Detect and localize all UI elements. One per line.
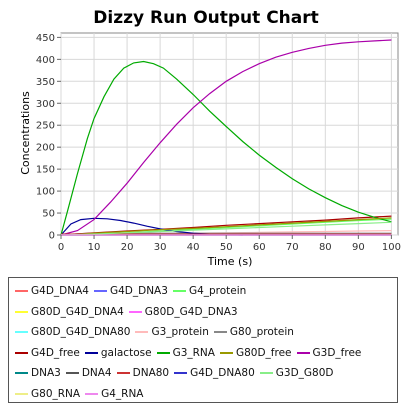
series-line-g3d-free xyxy=(60,39,392,236)
legend-item-g3d-g80d: G3D_G80D xyxy=(259,367,334,380)
legend-item-galactose: galactose xyxy=(84,346,152,359)
legend-item-g80d-g4d-dna3: G80D_G4D_DNA3 xyxy=(128,305,238,318)
legend-swatch xyxy=(15,392,28,395)
legend-item-g80-protein: G80_protein xyxy=(213,326,294,339)
legend-item-dna3: DNA3 xyxy=(15,367,61,379)
legend-item-g4-protein: G4_protein xyxy=(172,285,247,298)
y-tick-label: 0 xyxy=(49,231,55,242)
legend-swatch xyxy=(128,310,142,313)
legend-swatch xyxy=(296,351,310,354)
axes: 0 10 20 30 40 50 60 70 80 90 100 0 50 100 150 200 250 300… xyxy=(36,33,401,253)
legend-label: G80_RNA xyxy=(31,387,81,400)
legend-item-g4d-dna80: G4D_DNA80 xyxy=(174,367,255,379)
y-tick-label: 50 xyxy=(42,209,55,220)
legend-swatch xyxy=(93,290,107,293)
legend-label: G4_RNA xyxy=(101,387,144,400)
legend-label: G80D_free xyxy=(235,346,292,359)
legend-item-g3-rna: G3_RNA xyxy=(156,346,215,359)
legend-label: DNA4 xyxy=(81,367,112,380)
legend-label: DNA80 xyxy=(132,367,170,380)
legend-swatch xyxy=(15,351,28,354)
legend-label: G4D_free xyxy=(31,346,80,359)
y-tick-label: 100 xyxy=(36,187,55,198)
legend-row: G80_RNA G4_RNA xyxy=(15,384,393,405)
legend-item-g80d-free: G80D_free xyxy=(219,346,292,359)
y-tick-label: 200 xyxy=(36,143,55,154)
legend-swatch xyxy=(85,392,99,395)
legend-item-dna4: DNA4 xyxy=(65,367,112,380)
x-tick-label: 70 xyxy=(286,242,299,253)
legend-row: DNA3 DNA4 DNA80 G4D_DNA80 G3D_G80D xyxy=(15,363,393,384)
x-tick-label: 50 xyxy=(220,242,233,253)
x-tick-label: 80 xyxy=(319,242,332,253)
legend-swatch xyxy=(259,372,273,375)
legend-swatch xyxy=(213,331,227,334)
legend-swatch xyxy=(135,331,149,334)
legend-swatch xyxy=(65,372,79,375)
legend-label: G3_RNA xyxy=(172,346,215,359)
y-tick-label: 400 xyxy=(36,55,55,66)
legend-swatch xyxy=(219,351,233,354)
y-axis-label: Concentrations xyxy=(19,91,32,175)
legend-label: G80D_G4D_DNA4 xyxy=(31,305,124,318)
legend-swatch xyxy=(156,351,170,354)
y-tick-label: 450 xyxy=(36,33,55,44)
y-tick-label: 250 xyxy=(36,121,55,132)
legend-item-dna80: DNA80 xyxy=(116,367,170,380)
legend-item-g3-protein: G3_protein xyxy=(135,326,209,339)
legend-swatch xyxy=(174,372,188,375)
legend-row: G4D_DNA4 G4D_DNA3 G4_protein xyxy=(15,281,393,302)
x-axis-label: Time (s) xyxy=(207,255,253,268)
series-line-g3d-g80d xyxy=(60,221,392,236)
legend-item-g4-rna: G4_RNA xyxy=(85,387,144,400)
legend-item-g4d-free: G4D_free xyxy=(15,347,80,359)
x-tick-label: 30 xyxy=(154,242,167,253)
legend-swatch xyxy=(15,290,28,293)
series-line-g80d-free xyxy=(60,217,392,236)
legend-item-g4d-dna3: G4D_DNA3 xyxy=(93,285,168,298)
legend-swatch xyxy=(15,372,28,375)
legend-label: galactose xyxy=(100,346,152,359)
legend-label: G3_protein xyxy=(151,326,209,339)
legend-swatch xyxy=(84,351,98,354)
legend-label: G3D_free xyxy=(312,346,362,359)
legend-swatch xyxy=(116,372,130,375)
legend-label: G4D_DNA4 xyxy=(31,285,89,298)
series-line-g3-rna xyxy=(60,60,392,236)
legend: G4D_DNA4 G4D_DNA3 G4_protein G80D_G4D_DNA4 G… xyxy=(8,277,398,403)
legend-item-g80d-g4d-dna4: G80D_G4D_DNA4 xyxy=(15,306,124,318)
y-tick-label: 350 xyxy=(36,77,55,88)
y-tick-label: 300 xyxy=(36,99,55,110)
x-tick-label: 60 xyxy=(253,242,266,253)
x-tick-label: 100 xyxy=(382,242,401,253)
legend-label: G4D_DNA3 xyxy=(109,285,168,298)
legend-item-g80d-g4d-dna80: G80D_G4D_DNA80 xyxy=(15,326,130,338)
legend-label: DNA3 xyxy=(31,367,61,380)
legend-label: G3D_G80D xyxy=(275,367,334,380)
legend-label: G80_protein xyxy=(229,326,294,339)
legend-row: G80D_G4D_DNA4 G80D_G4D_DNA3 xyxy=(15,302,393,323)
legend-item-g4d-dna4: G4D_DNA4 xyxy=(15,285,89,297)
legend-label: G80D_G4D_DNA80 xyxy=(31,326,131,339)
legend-item-g80-rna: G80_RNA xyxy=(15,388,80,400)
legend-row: G80D_G4D_DNA80 G3_protein G80_protein xyxy=(15,322,393,343)
x-tick-label: 40 xyxy=(187,242,200,253)
x-tick-label: 10 xyxy=(88,242,101,253)
legend-swatch xyxy=(15,310,28,313)
legend-row: G4D_free galactose G3_RNA G80D_free G3D_free xyxy=(15,343,393,364)
legend-label: G80D_G4D_DNA3 xyxy=(144,305,238,318)
plot-area xyxy=(60,32,399,236)
legend-swatch xyxy=(172,290,186,293)
legend-swatch xyxy=(15,331,28,334)
x-tick-label: 20 xyxy=(121,242,134,253)
legend-item-g3d-free: G3D_free xyxy=(296,346,362,359)
x-tick-label: 0 xyxy=(58,242,64,253)
line-chart: Dizzy Run Output Chart 0 10 20 30 40 50 60 70 80… xyxy=(19,8,401,268)
legend-label: G4_protein xyxy=(188,285,247,298)
legend-label: G4D_DNA80 xyxy=(190,367,255,380)
y-tick-label: 150 xyxy=(36,165,55,176)
chart-title: Dizzy Run Output Chart xyxy=(93,8,319,28)
x-tick-label: 90 xyxy=(352,242,365,253)
